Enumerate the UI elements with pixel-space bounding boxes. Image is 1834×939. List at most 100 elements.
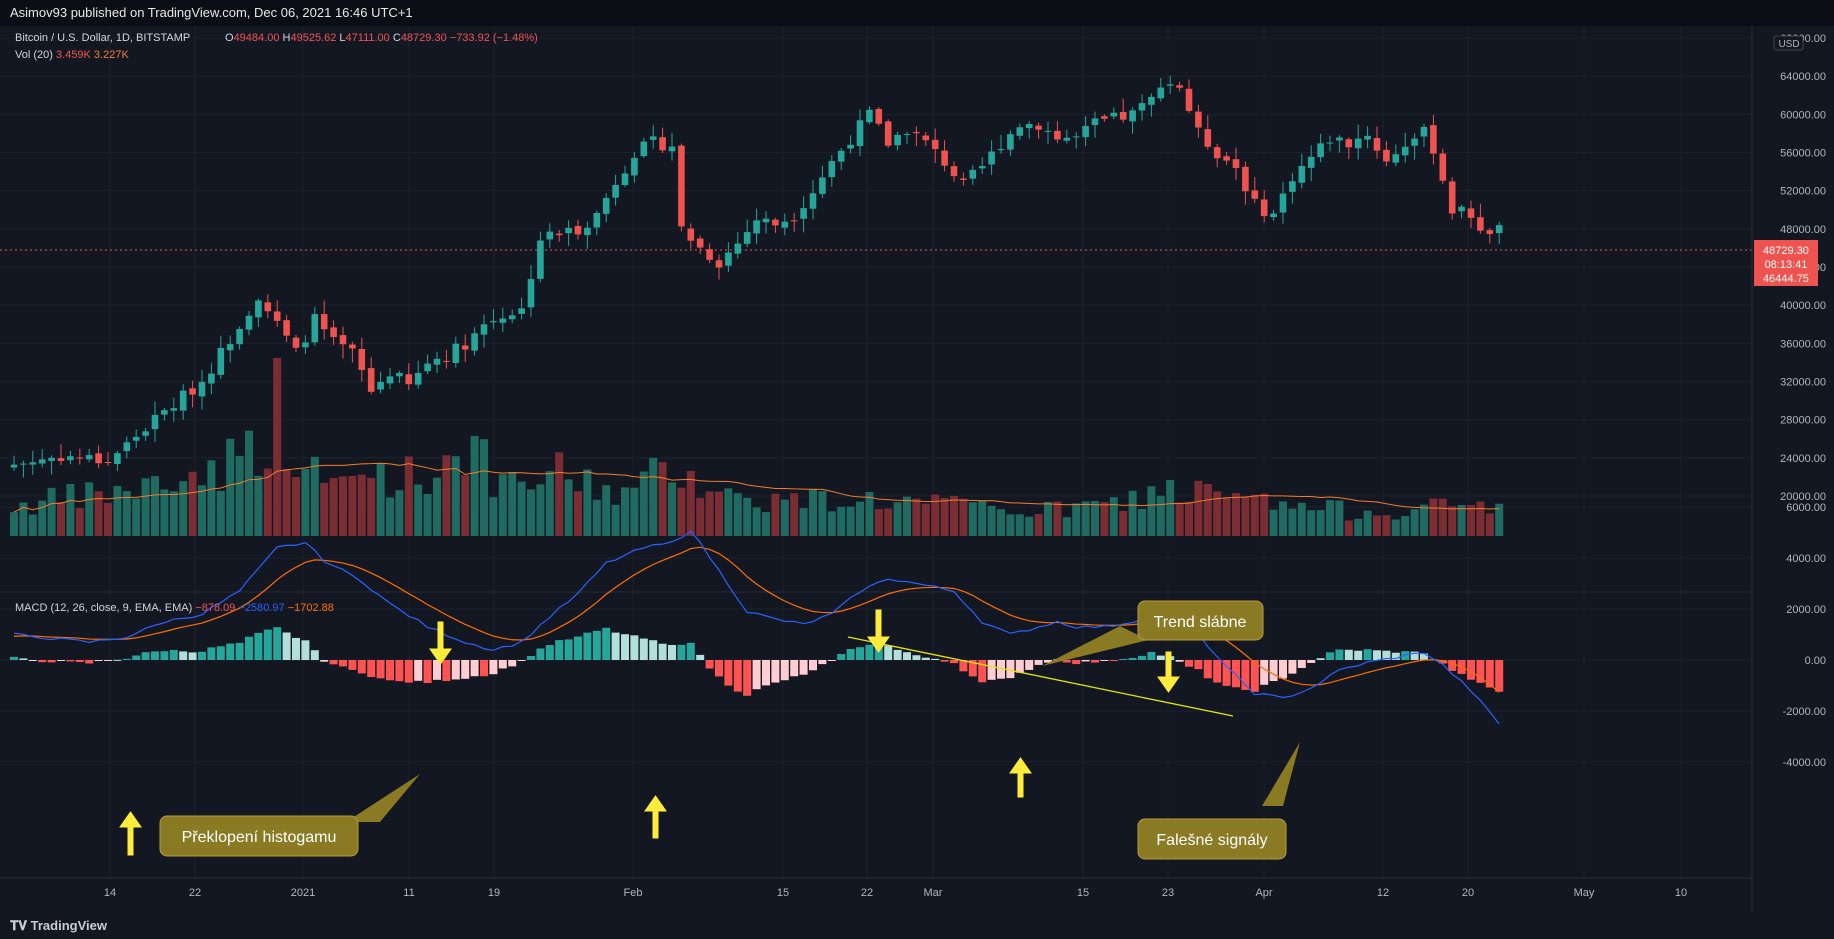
histogram-bar [733,660,742,692]
candle-body [1185,88,1193,111]
volume-bar [198,485,206,536]
arrow-down-icon [1157,651,1180,693]
volume-bar [978,500,987,536]
chart-canvas[interactable]: Trend slábne Překlopení histogamu Falešn… [0,26,1834,912]
histogram-bar [160,651,169,660]
time-tick-label: 22 [189,887,201,899]
volume-bar [1147,486,1156,536]
candle-body [913,131,920,134]
volume-bar [1062,517,1071,536]
histogram-bar [66,660,75,662]
candle-body [57,458,65,461]
price-tick-label: 40000.00 [1780,300,1826,312]
volume-bar [931,494,940,536]
candle-body [649,136,657,140]
histogram-bar [1232,660,1240,688]
price-tick-label: 64000.00 [1780,71,1826,83]
time-axis[interactable]: 14 22 2021 11 19 Feb 15 22 Mar 15 23 Apr 12 20 May 10 [104,887,1687,899]
candle-body [1223,156,1230,161]
currency-badge[interactable] [1773,35,1804,51]
histogram-bar [1222,660,1231,686]
volume-bar [273,357,282,536]
tradingview-logo[interactable]: 𝐓𝐕 TradingView [10,912,107,939]
candle-body [1411,138,1418,146]
candle-body [29,462,37,465]
candle-body [1025,124,1033,129]
histogram-bar [132,655,141,660]
histogram-bar [950,660,958,664]
histogram-bar [527,656,535,660]
volume-bar [1119,510,1128,536]
candle-body [1354,138,1362,149]
histogram-bar [536,648,545,660]
volume-bar [141,478,150,536]
volume-bar [1138,508,1146,536]
histogram-bar [245,636,253,660]
legend-volume[interactable]: Vol (20) 3.459K 3.227K [15,49,129,61]
volume-bar [1044,501,1052,536]
callout-false-text: Falešné signály [1156,832,1267,849]
volume-bar [132,498,141,536]
histogram-bar [978,660,987,683]
volume-bar [856,501,864,536]
histogram-bar [85,660,94,664]
candle-body [414,373,422,385]
time-tick-label: 2021 [291,887,315,899]
candle-body [743,232,751,244]
candle-body [1345,139,1353,148]
volume-bar [1420,504,1428,536]
histogram-bar [19,658,28,660]
histogram-bar [621,634,629,660]
volume-bar [1279,501,1287,536]
candle-body [772,219,779,226]
candle-body [1298,165,1306,183]
volume-bar [752,507,761,536]
histogram-bar [1015,660,1024,673]
volume-bar [10,512,18,536]
histogram-bar [310,650,319,660]
volume-bar [348,475,357,536]
histogram-bar [1109,660,1118,661]
candle-body [499,318,507,323]
volume-bar [1485,513,1494,536]
candle-body [142,431,149,436]
candle-body [1392,154,1400,163]
candle-body [790,220,798,222]
histogram-bar [235,642,244,660]
volume-bar [1307,510,1316,536]
histogram-bar [1156,655,1165,660]
histogram-bar [517,660,526,661]
candle-body [1270,213,1277,218]
candle-body [1336,137,1343,141]
volume-bar [28,514,37,536]
candle-body [1213,147,1221,159]
histogram-bar [1062,660,1071,663]
candle-body [1119,111,1127,120]
candle-body [10,464,18,468]
histogram-bar [1354,650,1363,660]
candlesticks[interactable] [10,75,1503,478]
price-axis-bg[interactable] [1752,26,1834,912]
histogram-bar [780,660,789,681]
histogram-bar [912,655,921,660]
legend-macd[interactable]: MACD (12, 26, close, 9, EMA, EMA) −878.0… [15,602,334,614]
candle-body [997,149,1005,151]
histogram-bar [1279,660,1287,679]
volume-bar [216,490,225,536]
legend-symbol[interactable]: Bitcoin / U.S. Dollar, 1D, BITSTAMP [15,32,190,44]
candle-body [67,456,74,461]
histogram-bar [104,660,112,661]
volume-bar [376,463,385,536]
histogram-bar [1213,660,1222,683]
histogram-bar [1373,650,1381,660]
volume-bar [451,456,460,536]
volume-bar [1326,500,1334,536]
volume-bar [1335,500,1344,536]
histogram-bar [818,660,827,665]
histogram-bar [1119,658,1128,660]
volume-bar [367,477,376,536]
histogram-bar [1250,660,1259,692]
histogram-bar [1420,653,1428,660]
histogram-bar [959,660,968,672]
volume-bar [1495,503,1504,536]
